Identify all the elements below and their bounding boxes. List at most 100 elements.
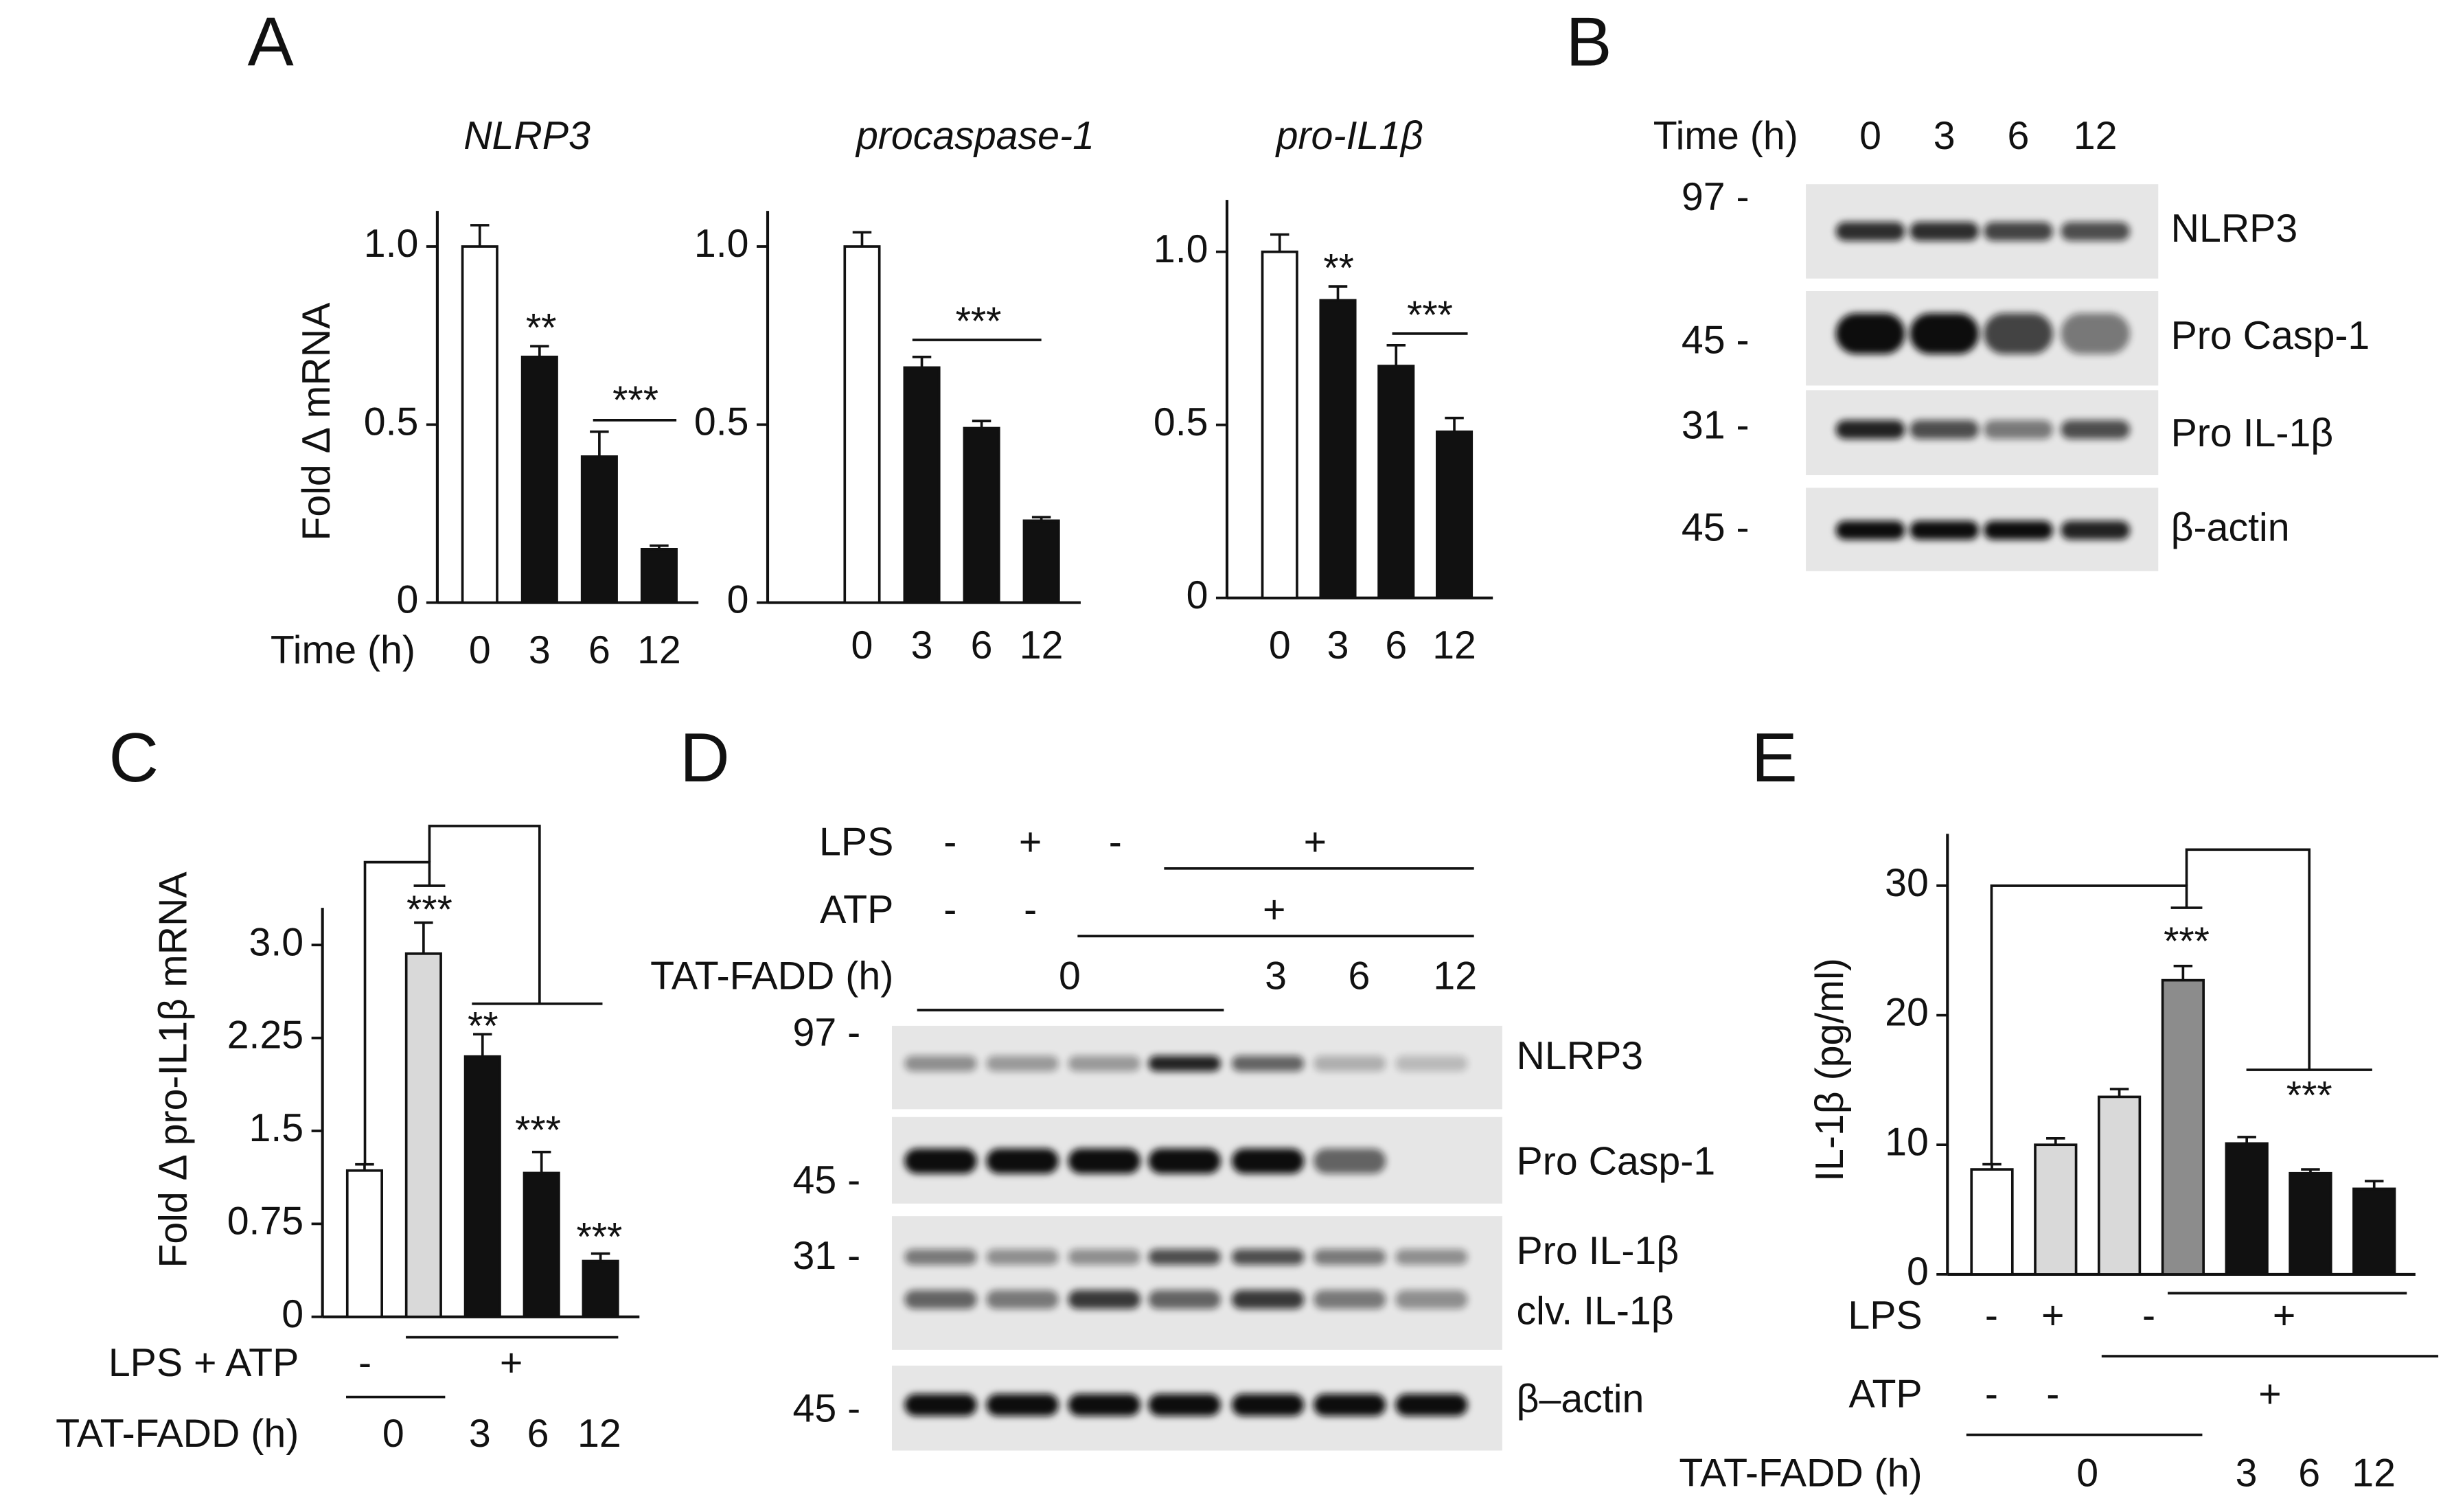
error-bar (972, 420, 991, 428)
condition-label: TAT-FADD (h) (650, 954, 893, 998)
error-bar (414, 921, 433, 954)
mw-marker: 31 - (793, 1234, 861, 1278)
blot-band (1148, 1148, 1221, 1174)
condition-label: ATP (820, 888, 893, 932)
blot-band (1148, 1055, 1221, 1072)
panel-label: E (1752, 720, 1798, 797)
condition-value: - (943, 821, 956, 864)
condition-value: 0 (382, 1412, 404, 1456)
condition-value: 0 (2076, 1451, 2098, 1495)
blot-band (904, 1394, 977, 1417)
x-tick-label: 3 (529, 628, 551, 672)
blot-band (1395, 1055, 1468, 1072)
condition-value: 0 (1059, 954, 1081, 998)
condition-value: + (1019, 821, 1042, 864)
lane-label: 12 (2074, 114, 2118, 158)
condition-value: + (2273, 1294, 2295, 1338)
annotation: *** (612, 378, 658, 422)
bar (640, 548, 678, 604)
condition-value: 6 (2298, 1451, 2320, 1495)
blot-band (986, 1148, 1059, 1174)
condition-value: 12 (1433, 954, 1477, 998)
band-label: clv. IL-1β (1517, 1289, 1674, 1333)
bar (463, 1055, 501, 1318)
blot-band (904, 1148, 977, 1174)
blot-band (1231, 1394, 1305, 1417)
panel-label: A (247, 4, 294, 81)
condition-value: - (1024, 888, 1037, 932)
blot-band (2061, 420, 2131, 439)
condition-value: + (2041, 1294, 2064, 1338)
bar (2352, 1187, 2396, 1276)
blot-band (1231, 1249, 1305, 1265)
band-label: Pro Casp-1 (2171, 314, 2370, 358)
band-label: β-actin (2171, 505, 2290, 549)
error-bar (1445, 416, 1464, 432)
blot-band (1148, 1394, 1221, 1417)
bar (2034, 1143, 2078, 1276)
error-bar (912, 355, 932, 368)
condition-value: - (1985, 1294, 1998, 1338)
y-tick-label: 1.0 (1154, 227, 1208, 271)
annotation: *** (956, 299, 1002, 343)
blot-band (1395, 1394, 1468, 1417)
blot-header: Time (h) (1653, 114, 1798, 158)
y-tick-label: 0 (1186, 573, 1208, 617)
error-bar (1270, 233, 1289, 252)
error-bar (1031, 516, 1051, 521)
chart-title: procaspase-1 (855, 114, 1094, 158)
annotation: *** (2286, 1073, 2332, 1117)
blot-band (1314, 1148, 1386, 1174)
blot-band (1068, 1148, 1140, 1174)
bar (963, 426, 1000, 604)
condition-value: - (2046, 1373, 2059, 1417)
mw-marker: 45 - (793, 1386, 861, 1430)
blot-strip (892, 1216, 1502, 1350)
bar (2097, 1095, 2142, 1276)
condition-label: TAT-FADD (h) (1679, 1451, 1922, 1495)
x-tick-label: 3 (911, 623, 933, 667)
blot-band (1910, 420, 1980, 439)
x-tick-label: 12 (637, 628, 681, 672)
x-tick-label: 6 (1385, 623, 1407, 667)
blot-band (1983, 420, 2053, 439)
error-bar (590, 430, 609, 457)
bar (903, 366, 941, 604)
blot-band (1231, 1290, 1305, 1309)
blot-band (986, 1290, 1059, 1309)
error-bar (1328, 285, 1348, 301)
condition-value: 6 (1349, 954, 1371, 998)
condition-value: + (1263, 888, 1285, 932)
blot-band (1068, 1394, 1140, 1417)
condition-label: LPS (1848, 1294, 1922, 1338)
y-tick-label: 2.25 (227, 1013, 303, 1057)
error-bar (590, 1252, 610, 1261)
bar (1261, 250, 1298, 599)
condition-value: + (2258, 1373, 2281, 1417)
annotation: ** (526, 306, 557, 350)
blot-band (1983, 520, 2053, 540)
condition-value: 3 (2236, 1451, 2258, 1495)
blot-band (2061, 520, 2131, 540)
blot-band (1231, 1055, 1305, 1072)
y-axis-label: Fold Δ pro-IL1β mRNA (152, 871, 196, 1268)
bar (1022, 519, 1060, 604)
bar (2225, 1142, 2269, 1276)
error-bar (530, 345, 549, 357)
condition-value: - (358, 1341, 371, 1385)
bar (523, 1171, 560, 1318)
blot-band (1910, 222, 1980, 241)
annotation: ** (1323, 246, 1354, 290)
blot-band (1314, 1249, 1386, 1265)
bar (461, 245, 498, 604)
blot-band (1910, 313, 1980, 354)
x-tick-label: 6 (588, 628, 610, 672)
band-label: Pro Casp-1 (1517, 1140, 1716, 1184)
x-tick-label: 0 (469, 628, 491, 672)
lane-label: 3 (1934, 114, 1956, 158)
condition-value: 3 (469, 1412, 491, 1456)
bar (404, 952, 442, 1318)
blot-band (2061, 313, 2131, 354)
band-label: NLRP3 (1517, 1034, 1644, 1078)
blot-band (986, 1394, 1059, 1417)
